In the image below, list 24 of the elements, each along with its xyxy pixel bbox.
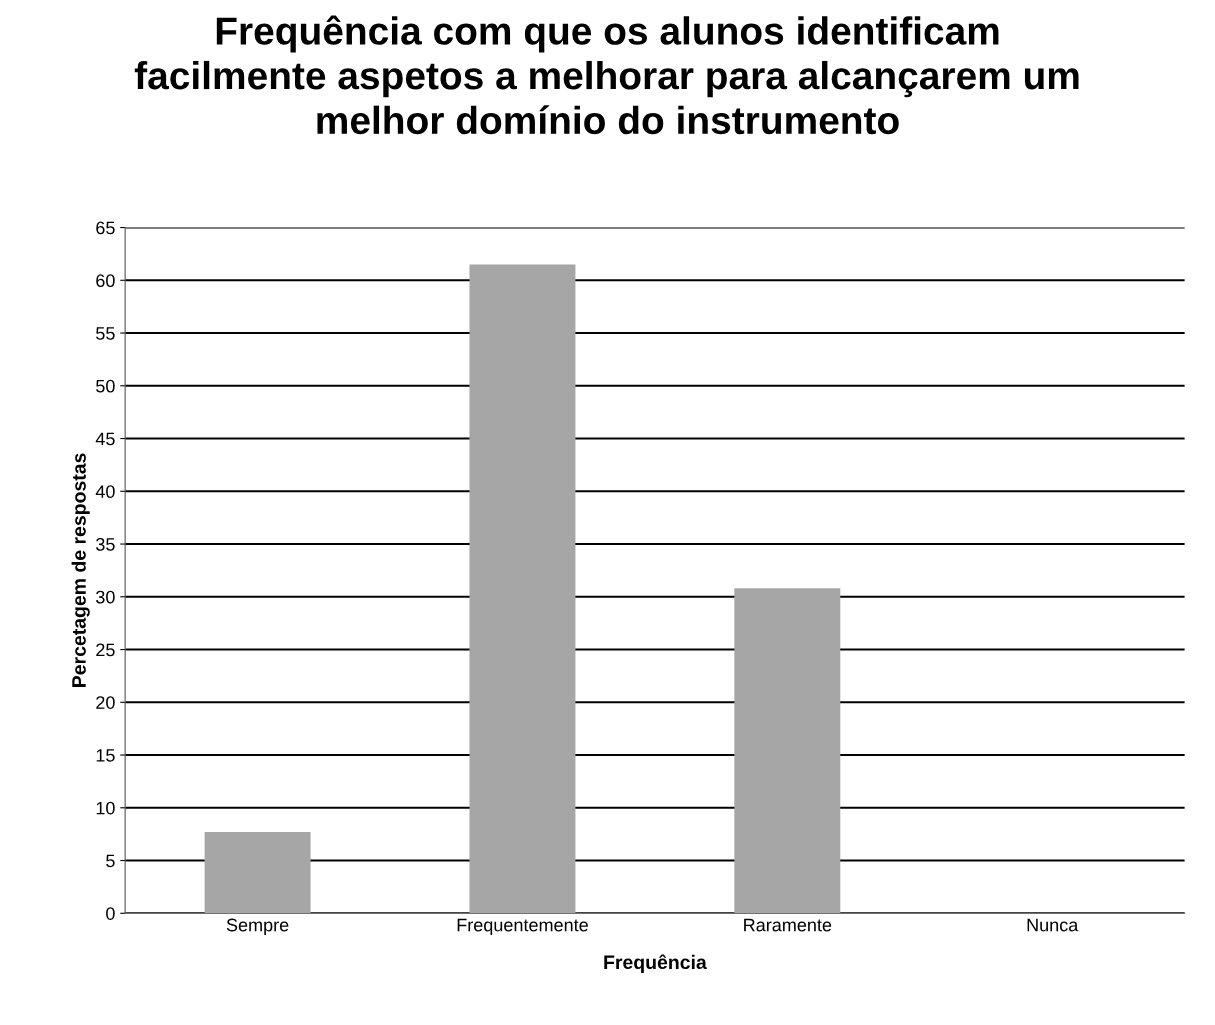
x-tick-label: Nunca [1027, 918, 1079, 932]
x-tick-label: Frequentemente [457, 918, 588, 935]
y-tick-label: 15 [96, 749, 115, 762]
y-tick-label: 5 [106, 854, 115, 868]
bar [734, 588, 841, 914]
y-tick-label: 65 [96, 221, 115, 235]
bar [204, 832, 311, 914]
y-tick-label: 60 [96, 274, 115, 288]
x-axis-title: Frequência [604, 954, 707, 973]
y-tick-label: 35 [96, 537, 115, 551]
y-tick-label: 55 [96, 327, 115, 340]
x-tick-label: Sempre [226, 918, 289, 935]
y-tick-label: 40 [95, 485, 115, 499]
y-axis-title: Percetagem de respostas [71, 453, 90, 687]
y-tick-label: 10 [96, 801, 115, 815]
y-tick-label: 25 [96, 643, 115, 657]
y-tick-label: 30 [96, 590, 115, 604]
y-tick-label: 0 [106, 907, 115, 920]
y-tick-label: 50 [96, 379, 115, 393]
y-tick-label: 20 [96, 696, 115, 709]
y-tick-label: 45 [95, 432, 115, 446]
x-tick-label: Raramente [744, 918, 832, 932]
chart-title: Frequência com que os alunos identificam facilmente aspetos a melhorar para alcançarem um melhor domínio do instrumento [134, 15, 1079, 135]
bar [469, 264, 576, 914]
